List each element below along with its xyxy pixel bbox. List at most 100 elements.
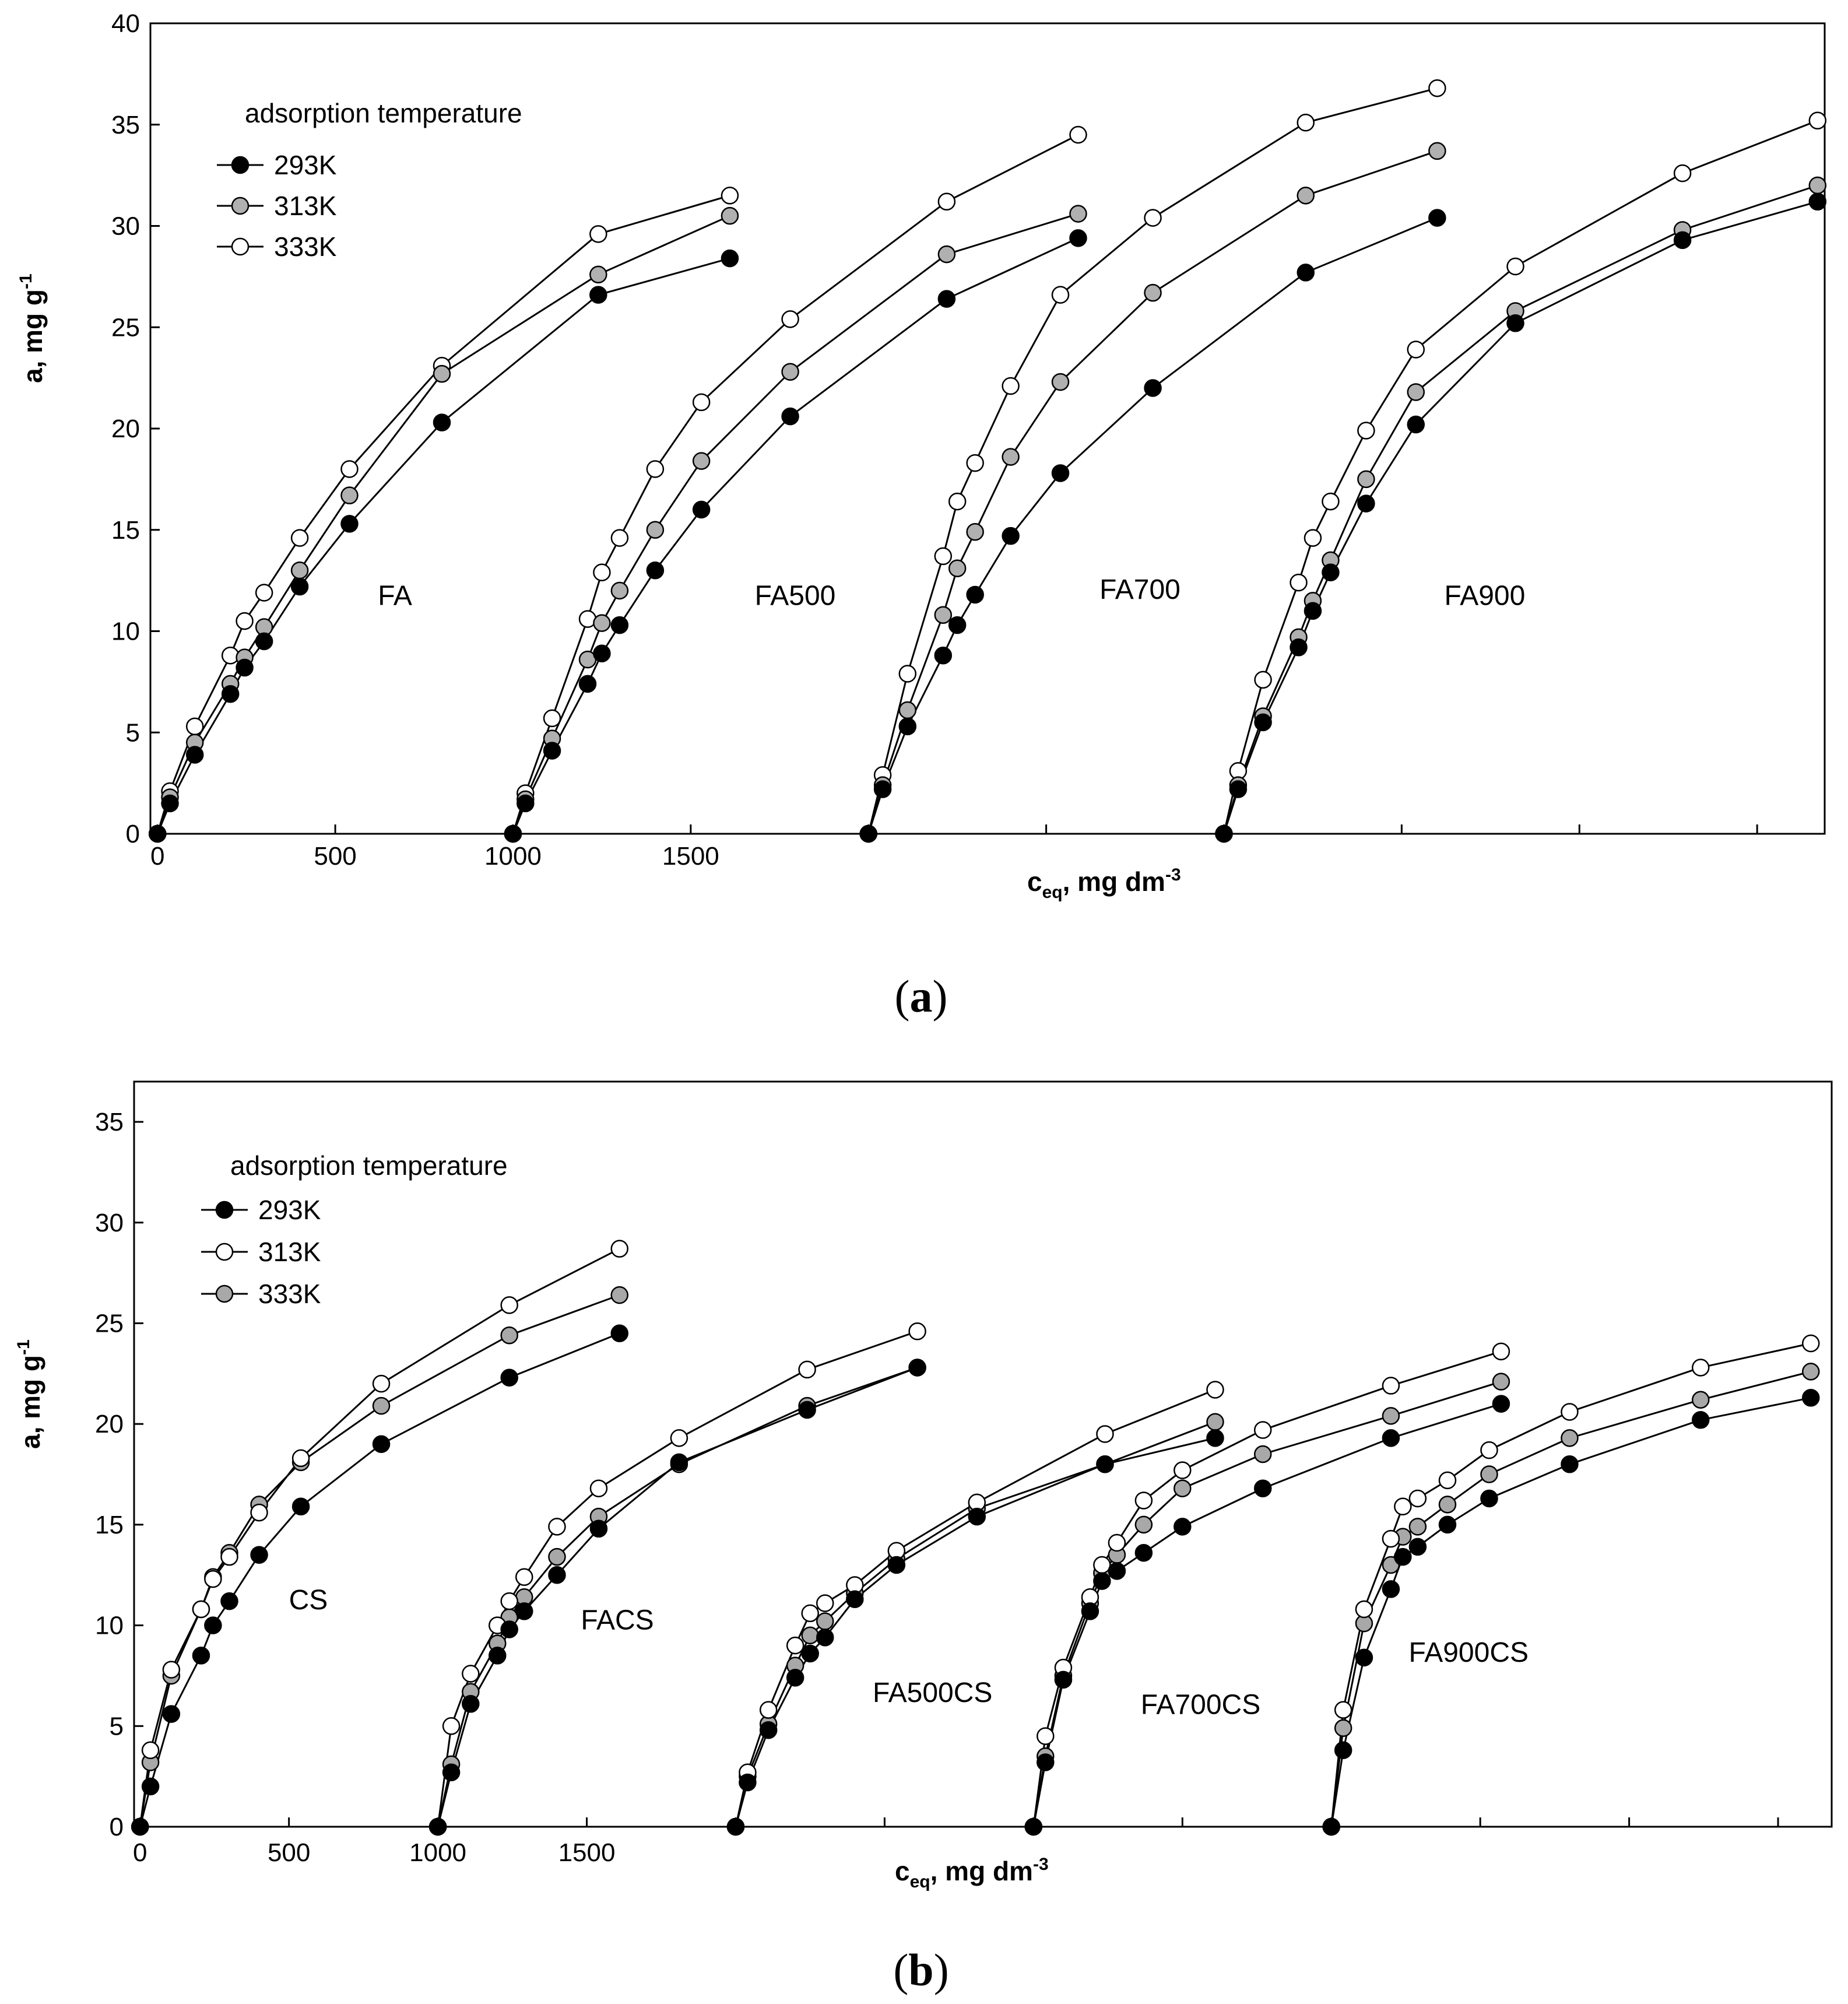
chart-panel-a: 0510152025303540 050010001500 FAFA500FA7… bbox=[16, 9, 1826, 902]
data-point-FA500CS-293K bbox=[802, 1645, 818, 1662]
data-point-FA500-293K bbox=[505, 826, 521, 842]
data-point-FA900CS-293K bbox=[1383, 1581, 1399, 1597]
data-point-FA500-333K bbox=[612, 530, 628, 546]
data-point-FACS-313K bbox=[591, 1480, 607, 1497]
data-point-FA500-293K bbox=[693, 501, 709, 518]
legend-label-333K: 333K bbox=[274, 231, 337, 262]
data-point-FA700-313K bbox=[949, 560, 965, 577]
data-point-FA700-293K bbox=[900, 718, 916, 735]
data-point-FA700CS-333K bbox=[1383, 1408, 1399, 1424]
data-point-FA700-313K bbox=[1003, 449, 1019, 465]
data-point-FA900CS-313K bbox=[1394, 1498, 1411, 1515]
data-point-FA700-293K bbox=[874, 781, 891, 798]
data-point-FA900CS-333K bbox=[1692, 1392, 1709, 1408]
legend-marker-293K bbox=[232, 157, 248, 173]
x-tick-label: 500 bbox=[314, 842, 356, 871]
data-point-FA500-293K bbox=[612, 617, 628, 633]
data-point-FA900-313K bbox=[1810, 177, 1826, 194]
data-point-FA900CS-313K bbox=[1803, 1335, 1819, 1352]
data-point-FA900CS-293K bbox=[1335, 1742, 1351, 1759]
data-point-FACS-313K bbox=[443, 1718, 459, 1734]
y-tick-label: 30 bbox=[111, 212, 140, 241]
data-point-FA700-333K bbox=[935, 548, 951, 564]
data-point-FA700CS-293K bbox=[1174, 1518, 1190, 1535]
x-tick-label: 0 bbox=[133, 1838, 147, 1867]
data-point-FA500-333K bbox=[647, 461, 663, 478]
data-point-FA700-313K bbox=[1052, 374, 1069, 390]
data-point-FA700CS-333K bbox=[1255, 1446, 1271, 1462]
data-point-CS-293K bbox=[373, 1436, 389, 1452]
data-point-FA900-333K bbox=[1674, 165, 1691, 181]
data-point-FA700CS-293K bbox=[1493, 1396, 1509, 1412]
data-point-FA-293K bbox=[162, 795, 178, 812]
series-line-FA500CS-333K bbox=[736, 1422, 1215, 1827]
data-point-FA900CS-293K bbox=[1410, 1539, 1426, 1555]
data-point-FA900CS-333K bbox=[1803, 1363, 1819, 1380]
data-point-FA700CS-313K bbox=[1109, 1535, 1125, 1551]
data-point-FA900-333K bbox=[1255, 672, 1271, 688]
data-point-CS-313K bbox=[163, 1662, 180, 1678]
data-point-FACS-293K bbox=[591, 1521, 607, 1537]
data-point-FA900CS-313K bbox=[1335, 1702, 1351, 1718]
data-point-CS-333K bbox=[501, 1327, 518, 1343]
data-point-FACS-313K bbox=[462, 1665, 479, 1682]
data-point-FA700CS-293K bbox=[1255, 1480, 1271, 1497]
data-point-CS-333K bbox=[612, 1287, 628, 1303]
data-point-FA-313K bbox=[590, 266, 606, 283]
data-point-FA900-333K bbox=[1291, 574, 1307, 591]
legend-label-293K: 293K bbox=[258, 1195, 321, 1225]
series-line-FA700-293K bbox=[869, 218, 1438, 834]
data-point-FA900-293K bbox=[1230, 781, 1246, 798]
data-point-FA-293K bbox=[434, 415, 450, 431]
series-line-FA900-313K bbox=[1224, 185, 1817, 834]
data-point-FACS-293K bbox=[430, 1819, 446, 1835]
data-point-FA900-293K bbox=[1215, 826, 1232, 842]
data-point-FA700-293K bbox=[1429, 210, 1445, 226]
data-point-FA700CS-313K bbox=[1136, 1492, 1152, 1508]
series-line-FA-293K bbox=[157, 258, 730, 834]
data-point-CS-313K bbox=[142, 1742, 159, 1759]
data-point-FA900CS-313K bbox=[1439, 1472, 1456, 1489]
y-tick-label: 15 bbox=[95, 1511, 124, 1539]
data-point-FA500-293K bbox=[544, 743, 560, 759]
data-point-FA500CS-293K bbox=[888, 1557, 905, 1573]
data-point-FA700-293K bbox=[967, 587, 983, 603]
data-point-FA900-293K bbox=[1305, 603, 1321, 619]
data-point-FA900-313K bbox=[1358, 471, 1374, 487]
data-point-FA900-293K bbox=[1810, 194, 1826, 210]
data-point-FA500CS-293K bbox=[846, 1591, 863, 1608]
data-point-FA500-333K bbox=[782, 311, 799, 327]
data-point-CS-293K bbox=[501, 1370, 518, 1386]
data-point-FA700CS-313K bbox=[1037, 1728, 1053, 1745]
data-point-FA500-313K bbox=[1070, 206, 1086, 222]
data-point-FA900CS-333K bbox=[1439, 1496, 1456, 1512]
data-point-FA-333K bbox=[187, 718, 203, 735]
data-point-FA500-313K bbox=[593, 615, 610, 631]
data-point-FA500CS-293K bbox=[739, 1774, 756, 1791]
data-point-FA500-333K bbox=[939, 194, 955, 210]
x-tick-label: 0 bbox=[150, 842, 164, 871]
data-point-FA900-333K bbox=[1305, 530, 1321, 546]
data-point-FA700-333K bbox=[1429, 80, 1445, 96]
caption-a-letter: a bbox=[910, 971, 933, 1022]
data-point-FA-333K bbox=[256, 584, 272, 601]
data-point-FA700-293K bbox=[1003, 528, 1019, 544]
data-point-FA-293K bbox=[149, 826, 166, 842]
x-tick-label: 500 bbox=[268, 1838, 310, 1867]
plot-frame-b bbox=[134, 1082, 1832, 1827]
data-point-FA500-313K bbox=[782, 364, 799, 380]
data-point-CS-293K bbox=[293, 1498, 309, 1515]
y-tick-label: 0 bbox=[110, 1813, 124, 1841]
data-point-FA900-293K bbox=[1358, 496, 1374, 512]
data-point-FA-293K bbox=[722, 250, 738, 266]
data-point-CS-313K bbox=[293, 1450, 309, 1466]
data-point-FA700-333K bbox=[949, 493, 965, 510]
data-point-FA500-293K bbox=[647, 562, 663, 578]
data-point-FA500-313K bbox=[612, 582, 628, 599]
data-point-FA900CS-293K bbox=[1394, 1549, 1411, 1565]
data-point-FA900-293K bbox=[1255, 714, 1271, 731]
data-point-FA-313K bbox=[722, 208, 738, 224]
data-point-FA900CS-313K bbox=[1383, 1531, 1399, 1547]
data-point-CS-293K bbox=[132, 1819, 148, 1835]
data-point-FA700-333K bbox=[1298, 114, 1314, 131]
